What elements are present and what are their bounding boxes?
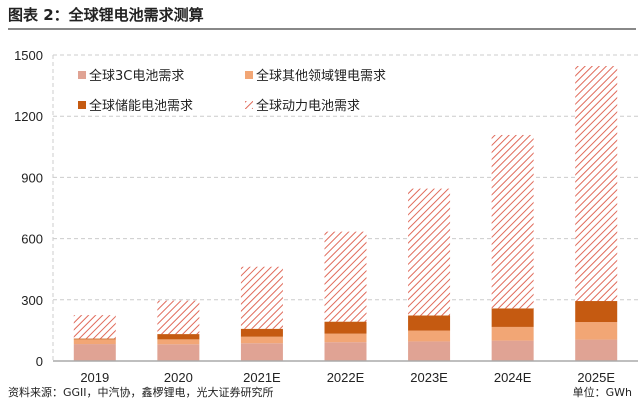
bar-segment xyxy=(73,338,116,340)
bar-segment xyxy=(324,342,367,361)
bar-segment xyxy=(575,339,618,361)
bar-segment xyxy=(491,326,534,341)
bar-segment xyxy=(157,300,200,335)
bar-segment xyxy=(575,301,618,323)
y-tick-label: 0 xyxy=(36,354,43,369)
unit-note: 单位：GWh xyxy=(572,386,632,399)
x-tick-label: 2024E xyxy=(494,370,532,385)
bar-segment xyxy=(408,330,451,342)
bar-segment xyxy=(408,341,451,361)
legend-label: 全球储能电池需求 xyxy=(89,98,193,114)
bar-segment xyxy=(73,339,116,345)
bar-segment xyxy=(324,321,367,334)
x-tick-label: 2020 xyxy=(164,370,193,385)
legend-swatch xyxy=(245,71,253,79)
x-tick-label: 2019 xyxy=(80,370,109,385)
bar-segment xyxy=(73,344,116,361)
y-tick-label: 600 xyxy=(21,232,43,247)
bar-segment xyxy=(408,188,451,316)
bar-segment xyxy=(491,308,534,327)
y-tick-label: 900 xyxy=(21,170,43,185)
bar-segment xyxy=(575,66,618,302)
x-tick-label: 2022E xyxy=(327,370,365,385)
legend-swatch xyxy=(78,101,86,109)
bar-segment xyxy=(157,344,200,361)
bar-segment xyxy=(73,315,116,339)
x-tick-label: 2025E xyxy=(577,370,615,385)
bar-segment xyxy=(575,322,618,340)
bar-segment xyxy=(157,339,200,345)
source-note: 资料来源：GGII，中汽协，鑫椤锂电，光大证券研究所 xyxy=(8,386,274,399)
legend-label: 全球动力电池需求 xyxy=(256,98,360,114)
bar-segment xyxy=(240,266,283,329)
y-tick-label: 300 xyxy=(21,293,43,308)
y-tick-label: 1500 xyxy=(14,48,43,63)
bar-segment xyxy=(491,340,534,361)
bar-segment xyxy=(240,343,283,361)
title-divider xyxy=(8,28,636,30)
bar-segment xyxy=(491,134,534,309)
legend-swatch xyxy=(78,71,86,79)
legend-label: 全球其他领域锂电需求 xyxy=(256,68,386,84)
legend-label: 全球3C电池需求 xyxy=(89,68,184,84)
bar-segment xyxy=(157,334,200,340)
x-tick-label: 2021E xyxy=(243,370,281,385)
bar-segment xyxy=(240,328,283,337)
y-tick-label: 1200 xyxy=(14,109,43,124)
bar-segment xyxy=(324,333,367,343)
legend-swatch xyxy=(245,101,253,109)
bar-segment xyxy=(408,315,451,331)
bar-segment xyxy=(324,231,367,322)
bar-segment xyxy=(240,336,283,344)
x-tick-label: 2023E xyxy=(410,370,448,385)
chart-title: 图表 2：全球锂电池需求测算 xyxy=(8,6,204,24)
